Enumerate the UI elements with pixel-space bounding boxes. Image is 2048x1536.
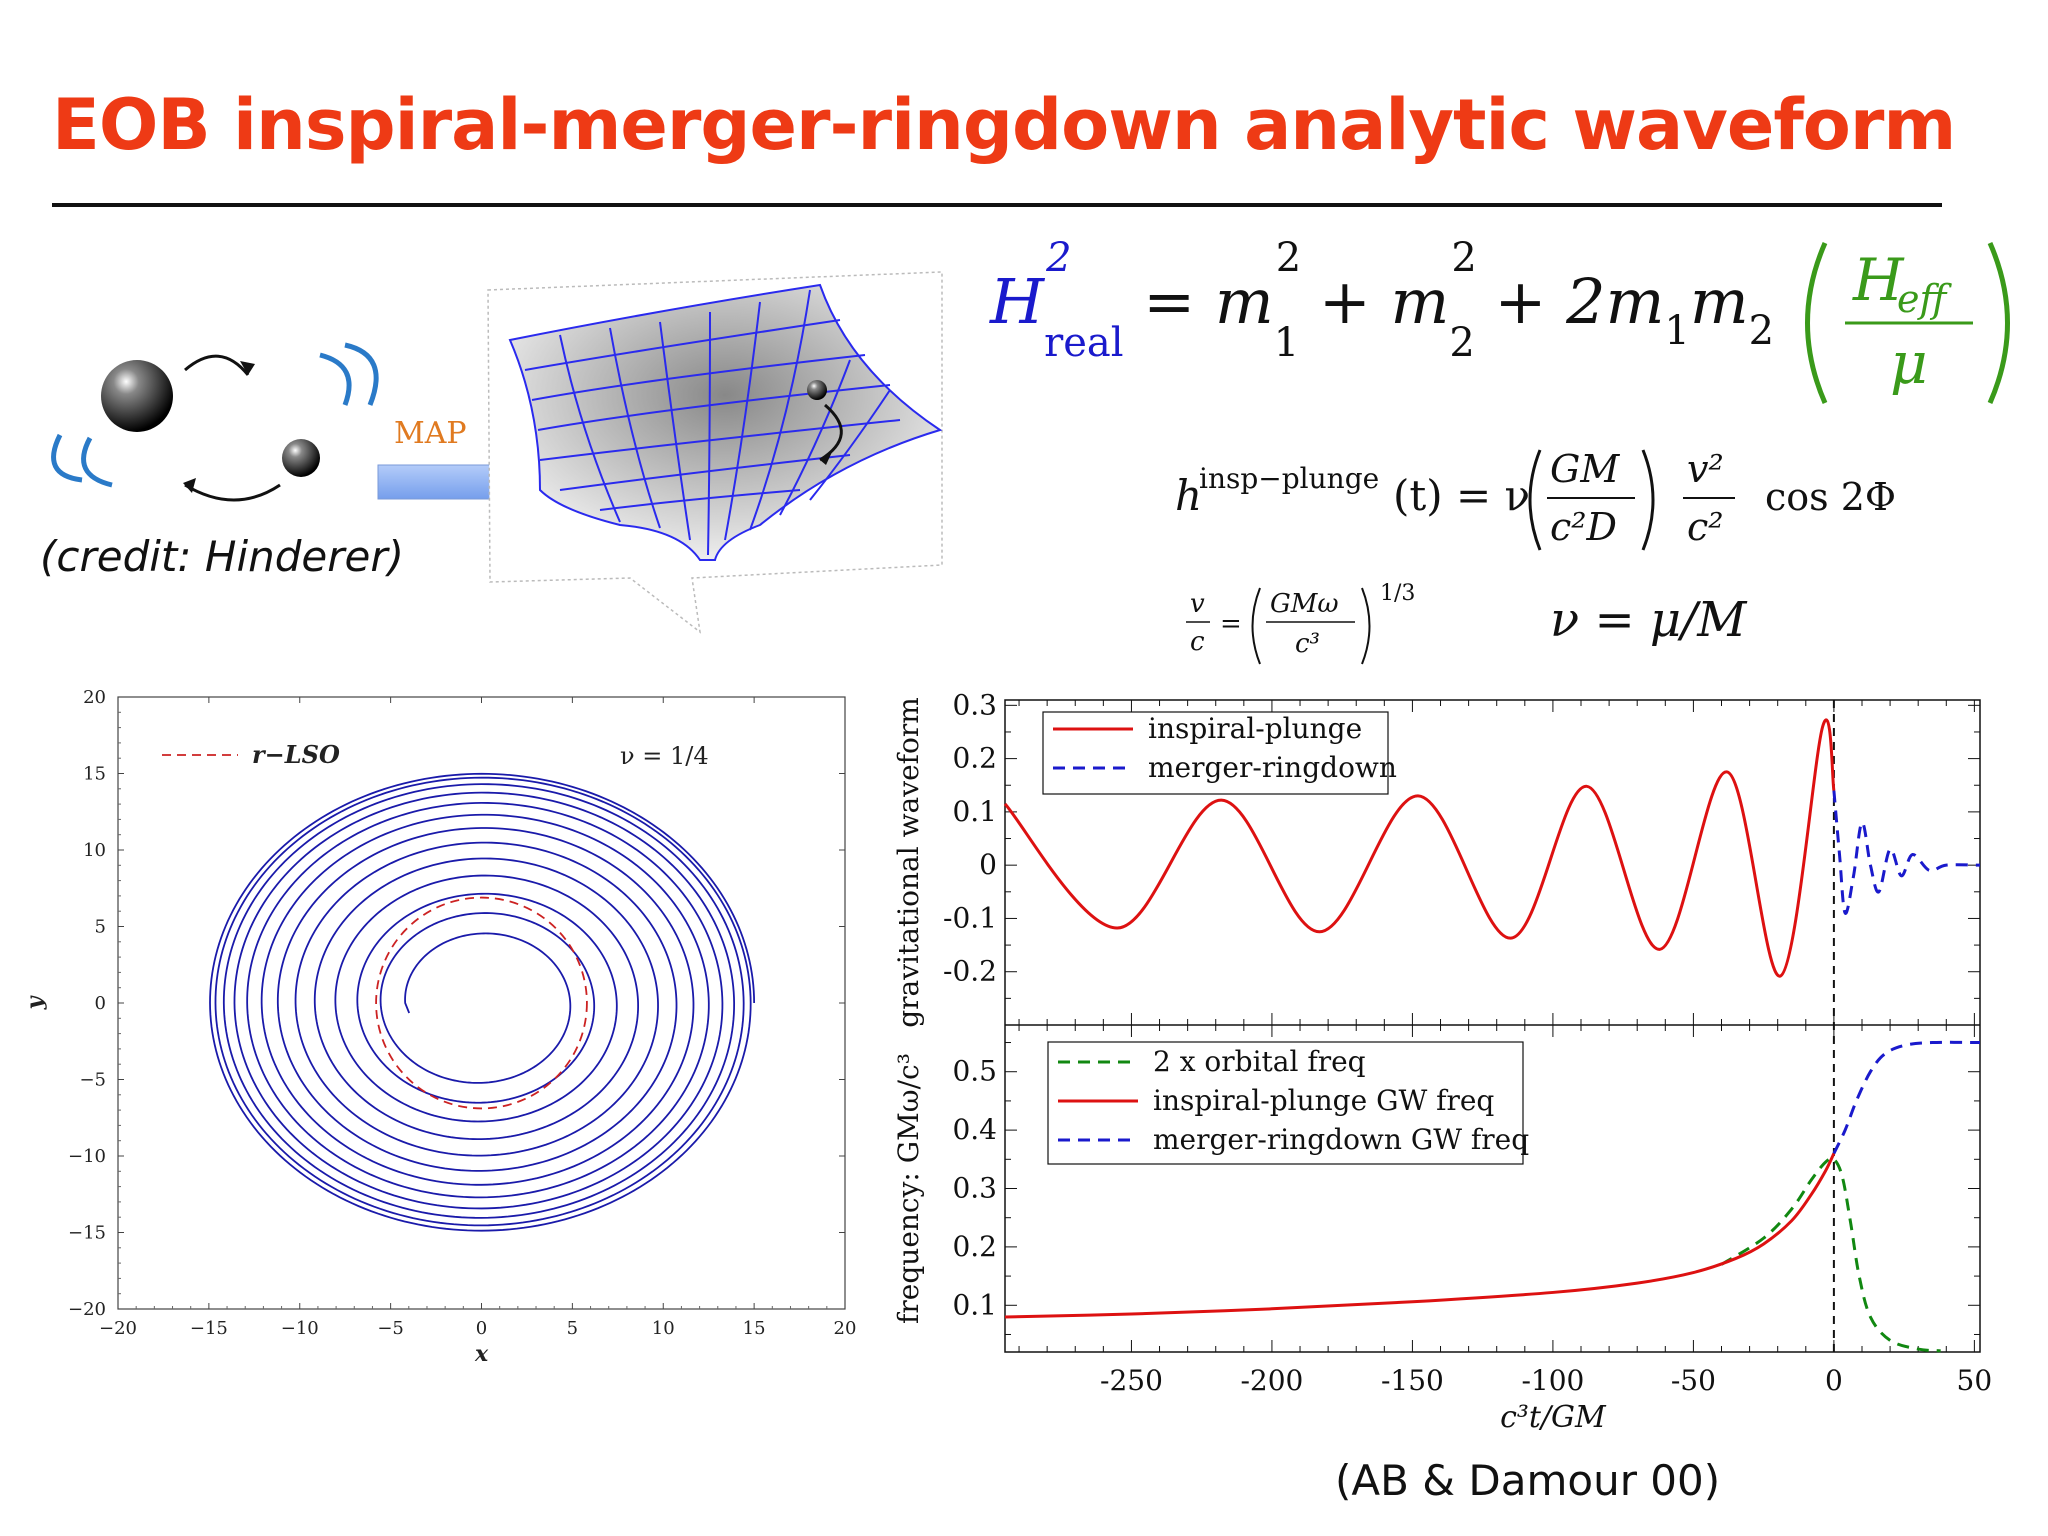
x-tick-label: −5 [377,1318,404,1339]
waveform-frequency-chart: -250 -200 -150 -100 -50 0 50 -0.2 -0.1 0 0.1 0.2 0.3… [892,688,1993,1435]
y-tick-label: 0.3 [952,1172,997,1205]
y-tick-label: 10 [83,840,106,861]
x-tick-label: -100 [1521,1364,1584,1397]
legend-label-inspiral: inspiral-plunge [1148,712,1362,745]
waveform-legend-box [1042,711,1389,795]
y-tick-label: 15 [83,764,106,785]
equation-mass-ratio: ν = μ/M [1550,592,1747,648]
svg-text:eff: eff [1897,277,1952,321]
svg-text:v: v [1190,589,1205,619]
x-tick-label: 0 [1825,1364,1843,1397]
map-label: MAP [394,416,467,451]
legend-lso-label: r−LSO [252,740,340,769]
legend-label-ringdown-freq: merger-ringdown GW freq [1153,1123,1529,1156]
legend-label-ringdown: merger-ringdown [1148,751,1397,784]
x-tick-label: 50 [1957,1364,1993,1397]
y-tick-label: 0.3 [952,688,997,721]
binary-map-illustration: MAP [51,271,943,634]
y-tick-label: −5 [79,1070,106,1091]
y-tick-label: 0.1 [952,795,997,828]
equation-waveform: h insp−plunge (t) = ν GM c²D v² c² cos 2… [1175,447,1896,551]
y-tick-label: 0.4 [952,1113,997,1146]
orbit-chart: −20 −15 −10 −5 0 5 10 15 20 −20 −15 −10 −5 0 5 10 15 20 x y… [22,687,857,1367]
x-axis-label: x [474,1341,489,1367]
slide-title: EOB inspiral-merger-ringdown analytic wa… [52,84,1956,166]
svg-text:c³: c³ [1295,629,1320,659]
legend-label-inspiral-freq: inspiral-plunge GW freq [1153,1084,1494,1117]
y-tick-label: 0.5 [952,1055,997,1088]
merger-ringdown-freq-line [1832,1040,1981,1155]
svg-text:μ: μ [1890,329,1928,397]
svg-text:=: = [1220,609,1242,639]
svg-text:GMω: GMω [1270,589,1339,619]
nu-annotation: ν = 1/4 [620,742,709,770]
y-tick-label: −20 [68,1299,106,1320]
svg-text:c: c [1190,627,1205,657]
large-mass-icon [101,360,173,432]
y-tick-label: 0 [979,848,997,881]
equation-velocity: v c = GMω c³ 1/3 [1186,581,1415,665]
x-tick-label: −15 [190,1318,228,1339]
x-tick-label: -250 [1100,1364,1163,1397]
y-tick-label: −15 [68,1223,106,1244]
footer-credit: (AB & Damour 00) [1335,1456,1721,1505]
y-tick-label: 0.1 [952,1288,997,1321]
x-tick-label: −20 [99,1318,137,1339]
x-tick-label: −10 [281,1318,319,1339]
svg-text:insp−plunge: insp−plunge [1199,462,1379,495]
wave-arc-left-2 [81,436,113,488]
svg-text:c²D: c²D [1550,505,1617,549]
inspiral-plunge-freq-line [1004,1152,1836,1319]
x-tick-label: 0 [476,1318,487,1339]
wave-plot-frame [1004,699,1981,1353]
legend-label-orbital: 2 x orbital freq [1153,1045,1366,1078]
frequency-y-axis-label: frequency: GMω/c³ [892,1053,925,1324]
svg-text:h: h [1175,471,1202,520]
svg-text:v²: v² [1687,447,1724,491]
y-tick-label: 20 [83,687,106,708]
wave-arc-right-1 [319,352,352,406]
x-tick-label: -50 [1671,1364,1716,1397]
illustration-credit: (credit: Hinderer) [40,532,405,581]
wave-arc-right-2 [344,342,379,406]
wave-arc-left-1 [51,433,83,483]
y-axis-label: y [22,994,48,1010]
title-divider [52,203,1942,207]
x-tick-label: -150 [1381,1364,1444,1397]
x-tick-label: 10 [652,1318,675,1339]
lso-circle [375,896,588,1110]
y-tick-label: -0.2 [943,955,997,988]
orbiting-mass-icon [807,380,827,400]
x-tick-label: 20 [834,1318,857,1339]
orbit-arrow-top [184,354,250,376]
orbit-spiral-line [209,772,756,1232]
inspiral-plunge-waveform-line [1003,718,1836,978]
y-tick-label: 0.2 [952,742,997,775]
svg-text:H: H [1852,246,1905,314]
x-tick-label: 5 [567,1318,578,1339]
y-tick-label: 0.2 [952,1230,997,1263]
waveform-y-axis-label: gravitational waveform [892,697,925,1028]
heff-fraction: H eff μ [1805,241,2010,405]
x-axis-label: c³t/GM [1500,1400,1607,1435]
y-tick-label: 5 [95,917,106,938]
y-tick-label: 0 [95,993,106,1014]
y-tick-label: -0.1 [943,901,997,934]
svg-text:c²: c² [1687,505,1724,549]
svg-text:(t) = ν: (t) = ν [1393,471,1530,520]
y-tick-label: −10 [68,1146,106,1167]
svg-text:1/3: 1/3 [1380,581,1415,606]
small-mass-icon [282,439,320,477]
svg-text:GM: GM [1550,447,1620,491]
orbital-freq-line [1720,1156,1941,1353]
x-tick-label: 15 [743,1318,766,1339]
orbit-arrow-bottom [184,483,281,502]
x-tick-label: -200 [1240,1364,1303,1397]
merger-ringdown-waveform-line [1832,790,1981,915]
svg-text:cos 2Φ: cos 2Φ [1765,475,1896,519]
